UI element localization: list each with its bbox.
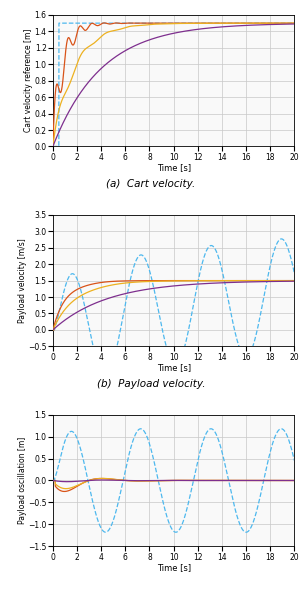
X-axis label: Time [s]: Time [s] (157, 363, 191, 372)
Text: (a)  Cart velocity.: (a) Cart velocity. (106, 179, 196, 189)
X-axis label: Time [s]: Time [s] (157, 563, 191, 572)
Y-axis label: Payload oscillation [m]: Payload oscillation [m] (18, 437, 27, 524)
Y-axis label: Payload velocity [m/s]: Payload velocity [m/s] (18, 238, 27, 323)
Y-axis label: Cart velocity reference [m]: Cart velocity reference [m] (24, 29, 33, 133)
Text: (b)  Payload velocity.: (b) Payload velocity. (97, 379, 205, 389)
X-axis label: Time [s]: Time [s] (157, 163, 191, 172)
